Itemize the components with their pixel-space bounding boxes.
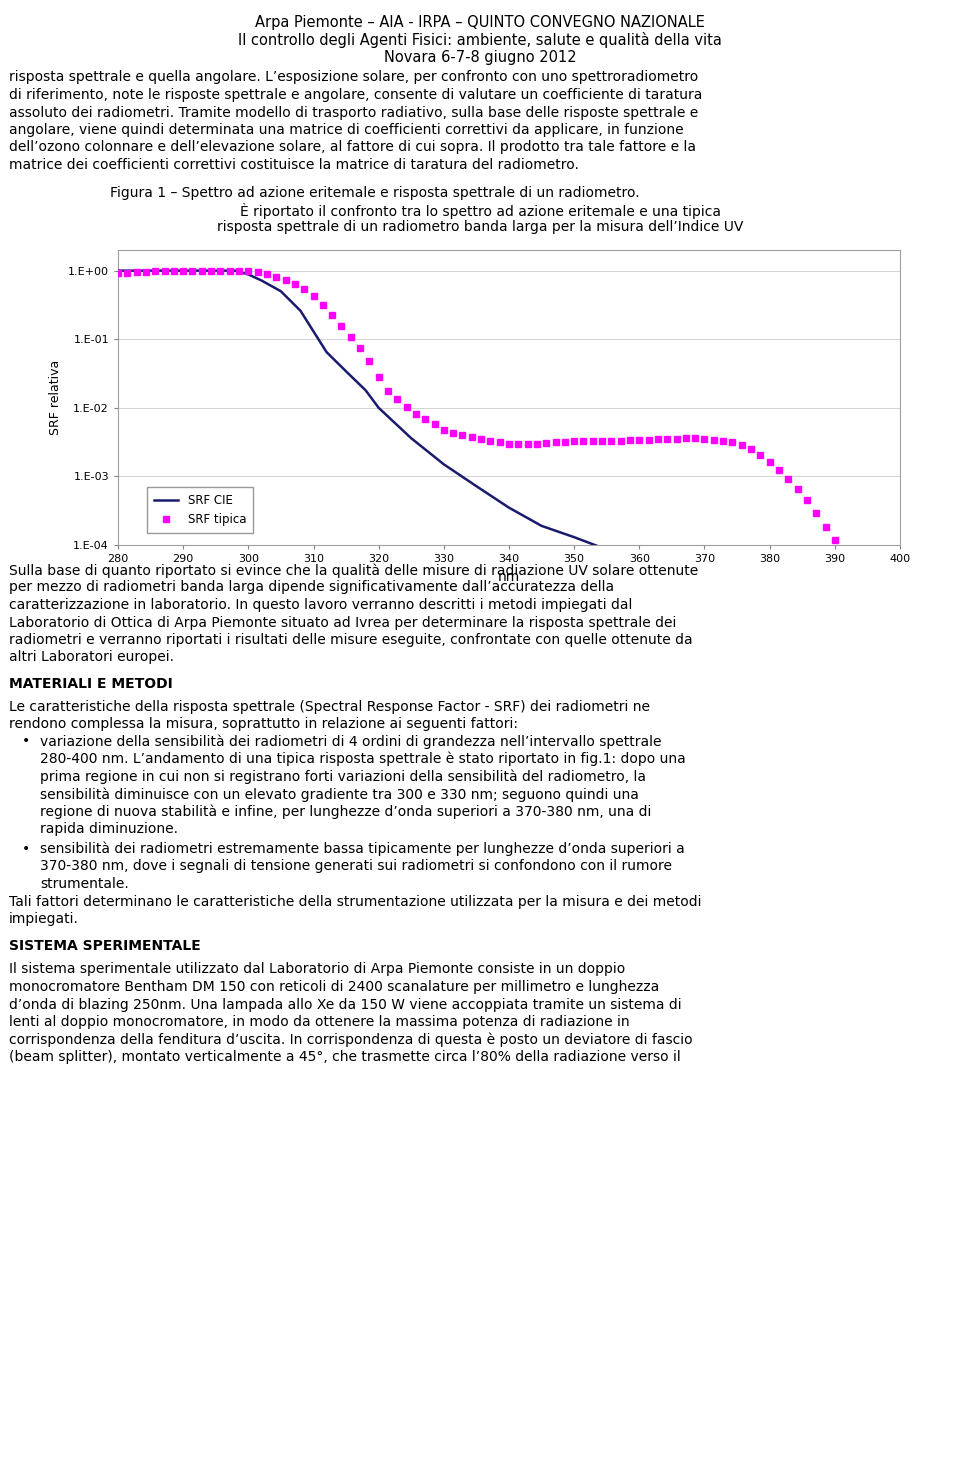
- Text: regione di nuova stabilità e infine, per lunghezze d’onda superiori a 370-380 nm: regione di nuova stabilità e infine, per…: [40, 804, 652, 819]
- Text: •: •: [22, 841, 31, 856]
- SRF CIE: [145, 262, 156, 279]
- Text: rendono complessa la misura, soprattutto in relazione ai seguenti fattori:: rendono complessa la misura, soprattutto…: [9, 717, 518, 732]
- Text: 280-400 nm. L’andamento di una tipica risposta spettrale è stato riportato in fi: 280-400 nm. L’andamento di una tipica ri…: [40, 752, 685, 767]
- Text: Le caratteristiche della risposta spettrale (Spectral Response Factor - SRF) dei: Le caratteristiche della risposta spettr…: [9, 699, 650, 714]
- Text: altri Laboratori europei.: altri Laboratori europei.: [9, 650, 174, 665]
- Text: per mezzo di radiometri banda larga dipende significativamente dall’accuratezza : per mezzo di radiometri banda larga dipe…: [9, 581, 614, 594]
- Text: sensibilità diminuisce con un elevato gradiente tra 300 e 330 nm; seguono quindi: sensibilità diminuisce con un elevato gr…: [40, 786, 638, 801]
- Text: Figura 1 – Spettro ad azione eritemale e risposta spettrale di un radiometro.: Figura 1 – Spettro ad azione eritemale e…: [110, 186, 639, 200]
- Y-axis label: SRF relativa: SRF relativa: [49, 359, 62, 435]
- Text: variazione della sensibilità dei radiometri di 4 ordini di grandezza nell’interv: variazione della sensibilità dei radiome…: [40, 735, 661, 749]
- Text: 370-380 nm, dove i segnali di tensione generati sui radiometri si confondono con: 370-380 nm, dove i segnali di tensione g…: [40, 859, 672, 873]
- Text: d’onda di blazing 250nm. Una lampada allo Xe da 150 W viene accoppiata tramite u: d’onda di blazing 250nm. Una lampada all…: [9, 998, 682, 1011]
- SRF CIE: [295, 302, 306, 319]
- X-axis label: nm: nm: [498, 569, 520, 584]
- Text: radiometri e verranno riportati i risultati delle misure eseguite, confrontate c: radiometri e verranno riportati i risult…: [9, 633, 692, 647]
- Text: di riferimento, note le risposte spettrale e angolare, consente di valutare un c: di riferimento, note le risposte spettra…: [9, 89, 703, 102]
- SRF CIE: [764, 602, 776, 619]
- SRF CIE: [341, 362, 352, 380]
- SRF CIE: [276, 282, 287, 300]
- SRF CIE: [360, 381, 372, 399]
- SRF CIE: [308, 322, 320, 340]
- SRF CIE: [732, 591, 743, 609]
- Text: dell’ozono colonnare e dell’elevazione solare, al fattore di cui sopra. Il prodo: dell’ozono colonnare e dell’elevazione s…: [9, 140, 696, 155]
- SRF CIE: [829, 624, 841, 641]
- SRF tipica: [364, 352, 375, 370]
- Text: Laboratorio di Ottica di Arpa Piemonte situato ad Ivrea per determinare la rispo: Laboratorio di Ottica di Arpa Piemonte s…: [9, 615, 677, 630]
- SRF CIE: [210, 262, 222, 279]
- Text: angolare, viene quindi determinata una matrice di coefficienti correttivi da app: angolare, viene quindi determinata una m…: [9, 123, 684, 137]
- Text: Tali fattori determinano le caratteristiche della strumentazione utilizzata per : Tali fattori determinano le caratteristi…: [9, 896, 702, 909]
- SRF tipica: [252, 263, 263, 281]
- SRF CIE: [405, 430, 417, 448]
- Text: Sulla base di quanto riportato si evince che la qualità delle misure di radiazio: Sulla base di quanto riportato si evince…: [9, 563, 698, 578]
- SRF CIE: [601, 541, 612, 559]
- SRF tipica: [894, 605, 905, 622]
- Text: lenti al doppio monocromatore, in modo da ottenere la massima potenza di radiazi: lenti al doppio monocromatore, in modo d…: [9, 1015, 630, 1029]
- SRF tipica: [112, 265, 124, 282]
- Text: strumentale.: strumentale.: [40, 876, 129, 891]
- Text: Novara 6-7-8 giugno 2012: Novara 6-7-8 giugno 2012: [384, 50, 576, 65]
- Text: assoluto dei radiometri. Tramite modello di trasporto radiativo, sulla base dell: assoluto dei radiometri. Tramite modello…: [9, 105, 698, 120]
- Text: matrice dei coefficienti correttivi costituisce la matrice di taratura del radio: matrice dei coefficienti correttivi cost…: [9, 158, 579, 171]
- SRF CIE: [894, 646, 905, 664]
- SRF CIE: [666, 566, 678, 584]
- Text: monocromatore Bentham DM 150 con reticoli di 2400 scanalature per millimetro e l: monocromatore Bentham DM 150 con reticol…: [9, 980, 660, 995]
- Text: sensibilità dei radiometri estremamente bassa tipicamente per lunghezze d’onda s: sensibilità dei radiometri estremamente …: [40, 841, 684, 856]
- Text: prima regione in cui non si registrano forti variazioni della sensibilità del ra: prima regione in cui non si registrano f…: [40, 770, 646, 783]
- Text: Il controllo degli Agenti Fisici: ambiente, salute e qualità della vita: Il controllo degli Agenti Fisici: ambien…: [238, 33, 722, 49]
- SRF CIE: [112, 262, 124, 279]
- SRF CIE: [862, 636, 874, 653]
- Text: rapida diminuzione.: rapida diminuzione.: [40, 822, 178, 837]
- SRF CIE: [255, 272, 267, 290]
- Text: risposta spettrale e quella angolare. L’esposizione solare, per confronto con un: risposta spettrale e quella angolare. L’…: [9, 71, 698, 84]
- Text: SISTEMA SPERIMENTALE: SISTEMA SPERIMENTALE: [9, 939, 201, 953]
- SRF tipica: [392, 390, 403, 408]
- Text: impiegati.: impiegati.: [9, 912, 79, 927]
- Legend: SRF CIE, SRF tipica: SRF CIE, SRF tipica: [148, 488, 253, 534]
- Text: È riportato il confronto tra lo spettro ad azione eritemale e una tipica: È riportato il confronto tra lo spettro …: [239, 202, 721, 219]
- Text: Il sistema sperimentale utilizzato dal Laboratorio di Arpa Piemonte consiste in : Il sistema sperimentale utilizzato dal L…: [9, 962, 625, 977]
- SRF CIE: [243, 266, 254, 284]
- SRF tipica: [857, 559, 869, 576]
- Text: risposta spettrale di un radiometro banda larga per la misura dell’Indice UV: risposta spettrale di un radiometro band…: [217, 220, 743, 235]
- SRF CIE: [321, 343, 332, 361]
- SRF CIE: [568, 528, 580, 545]
- SRF CIE: [634, 554, 645, 572]
- SRF CIE: [438, 455, 449, 473]
- Text: caratterizzazione in laboratorio. In questo lavoro verranno descritti i metodi i: caratterizzazione in laboratorio. In que…: [9, 599, 633, 612]
- SRF tipica: [513, 436, 524, 454]
- SRF CIE: [797, 613, 808, 631]
- SRF CIE: [536, 517, 547, 535]
- SRF CIE: [229, 262, 241, 279]
- Text: corrispondenza della fenditura d’uscita. In corrispondenza di questa è posto un : corrispondenza della fenditura d’uscita.…: [9, 1033, 692, 1046]
- Text: •: •: [22, 735, 31, 748]
- Line: SRF tipica: SRF tipica: [115, 268, 902, 616]
- SRF CIE: [178, 262, 189, 279]
- SRF CIE: [470, 477, 482, 495]
- Text: (beam splitter), montato verticalmente a 45°, che trasmette circa l’80% della ra: (beam splitter), montato verticalmente a…: [9, 1049, 681, 1064]
- Text: Arpa Piemonte – AIA - IRPA – QUINTO CONVEGNO NAZIONALE: Arpa Piemonte – AIA - IRPA – QUINTO CONV…: [255, 15, 705, 30]
- SRF tipica: [168, 262, 180, 279]
- Line: SRF CIE: SRF CIE: [118, 270, 900, 655]
- SRF tipica: [354, 340, 366, 358]
- Text: MATERIALI E METODI: MATERIALI E METODI: [9, 677, 173, 692]
- SRF CIE: [503, 498, 515, 516]
- SRF CIE: [699, 579, 710, 597]
- SRF CIE: [372, 399, 384, 417]
